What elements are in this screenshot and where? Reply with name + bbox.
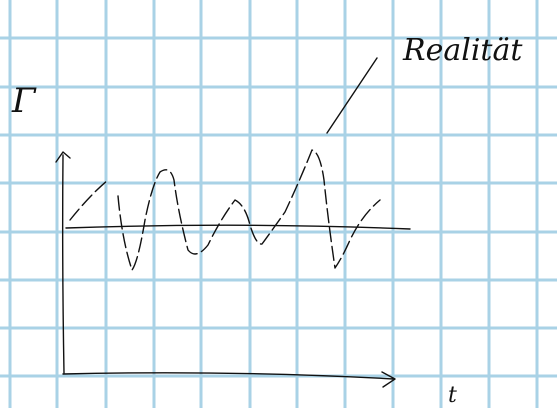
curve bbox=[70, 150, 380, 270]
annotation-pointer bbox=[327, 58, 377, 133]
sketch: Realität Γ t bbox=[0, 0, 557, 408]
annotation: Realität bbox=[402, 33, 523, 68]
x-axis-label: t bbox=[448, 383, 457, 408]
y-axis-label: Γ bbox=[11, 81, 37, 121]
